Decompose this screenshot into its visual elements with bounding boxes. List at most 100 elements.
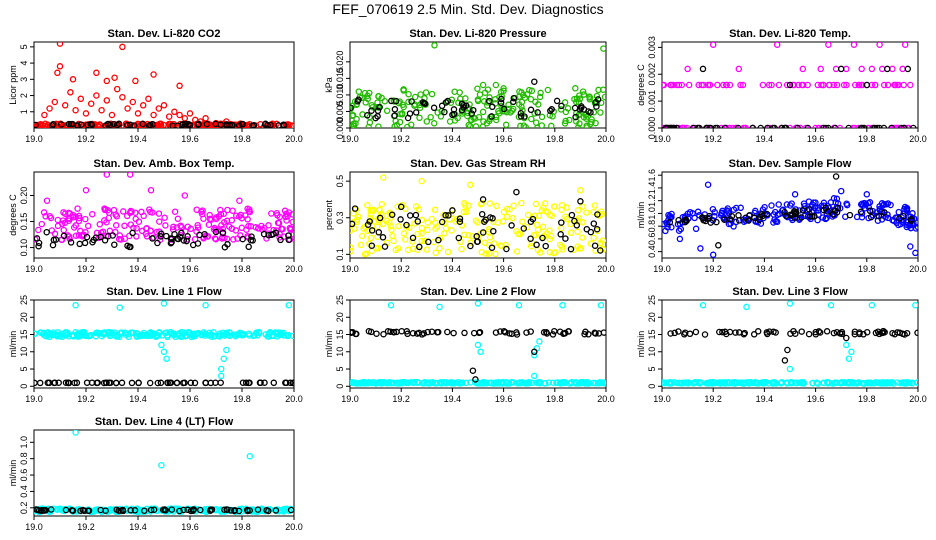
data-point <box>438 102 446 110</box>
data-point <box>594 211 601 218</box>
data-point <box>236 197 243 204</box>
data-point <box>378 94 385 102</box>
data-point <box>421 237 429 245</box>
data-point <box>784 346 791 354</box>
data-point <box>574 207 582 214</box>
y-tick-label: 5 <box>19 367 29 372</box>
data-point <box>590 234 597 242</box>
data-point <box>74 122 81 128</box>
data-point <box>820 379 828 387</box>
x-tick-label: 20.0 <box>597 134 615 144</box>
data-point <box>178 328 185 336</box>
data-point <box>781 357 789 364</box>
data-point <box>366 218 373 225</box>
y-tick-label: 0.1 <box>335 248 345 261</box>
data-point <box>533 124 541 128</box>
data-point <box>863 81 871 89</box>
data-point <box>836 124 844 128</box>
data-point <box>662 81 668 89</box>
data-point <box>823 214 830 222</box>
data-point <box>741 124 748 128</box>
data-point <box>157 379 165 387</box>
x-tick-label: 20.0 <box>285 394 303 404</box>
data-point <box>414 378 421 386</box>
data-point <box>387 328 394 335</box>
data-point <box>55 379 62 386</box>
data-point <box>793 379 800 387</box>
data-point <box>126 172 134 178</box>
plot-frame <box>33 171 295 259</box>
data-point <box>855 81 863 89</box>
data-point <box>212 226 220 233</box>
data-point <box>35 242 42 250</box>
x-tick-label: 20.0 <box>909 394 927 404</box>
y-tick-label: 0.002 <box>647 63 657 86</box>
data-point <box>728 212 736 220</box>
data-point <box>93 379 101 387</box>
data-point <box>155 210 163 217</box>
data-point <box>519 218 526 225</box>
data-point <box>827 199 835 206</box>
data-point <box>246 332 253 339</box>
data-point <box>364 201 371 209</box>
y-axis-label: Licor ppm <box>8 65 18 105</box>
data-point <box>156 218 163 225</box>
data-point <box>445 212 452 219</box>
data-point <box>724 379 732 386</box>
data-point <box>900 124 908 128</box>
data-point <box>583 209 590 216</box>
data-point <box>855 379 862 386</box>
x-tick-label: 19.4 <box>756 394 774 404</box>
data-point <box>883 201 890 208</box>
plot-frame <box>661 171 919 259</box>
data-point <box>441 229 448 237</box>
data-point <box>224 241 231 248</box>
data-point <box>90 236 97 244</box>
x-tick-label: 19.4 <box>444 134 462 144</box>
data-point <box>531 351 538 359</box>
data-point <box>479 229 487 236</box>
x-tick-label: 20.0 <box>597 264 615 274</box>
data-point <box>481 239 488 246</box>
data-point <box>571 104 579 112</box>
data-point <box>728 216 735 224</box>
data-point <box>905 379 913 386</box>
plot-frame <box>661 41 919 129</box>
y-axis-label: degrees C <box>8 194 18 236</box>
data-point <box>783 81 791 89</box>
data-point <box>759 81 767 89</box>
data-point <box>233 212 240 219</box>
data-point <box>139 120 147 128</box>
data-point <box>818 81 825 89</box>
data-point <box>43 228 50 236</box>
data-point <box>562 117 569 125</box>
data-point <box>72 106 79 114</box>
data-point <box>391 106 399 113</box>
data-point <box>54 331 62 339</box>
data-point <box>446 216 453 223</box>
data-point <box>527 235 534 242</box>
data-point <box>375 93 382 100</box>
data-point <box>285 236 293 244</box>
data-point <box>393 121 401 128</box>
data-point <box>474 219 481 226</box>
data-point <box>121 235 129 242</box>
data-point <box>130 122 138 128</box>
data-point <box>56 42 64 47</box>
data-point <box>523 329 530 336</box>
data-point <box>133 508 140 515</box>
data-point <box>770 328 777 336</box>
data-point <box>393 379 400 387</box>
x-tick-label: 19.6 <box>181 264 199 274</box>
data-point <box>707 124 714 128</box>
data-point <box>786 124 794 128</box>
data-point <box>285 232 292 239</box>
data-point <box>675 328 682 335</box>
data-point <box>679 124 686 128</box>
data-point <box>904 124 911 128</box>
data-point <box>212 120 219 128</box>
data-point <box>388 97 395 105</box>
data-point <box>903 329 911 337</box>
data-point <box>75 217 83 225</box>
data-point <box>493 116 500 124</box>
